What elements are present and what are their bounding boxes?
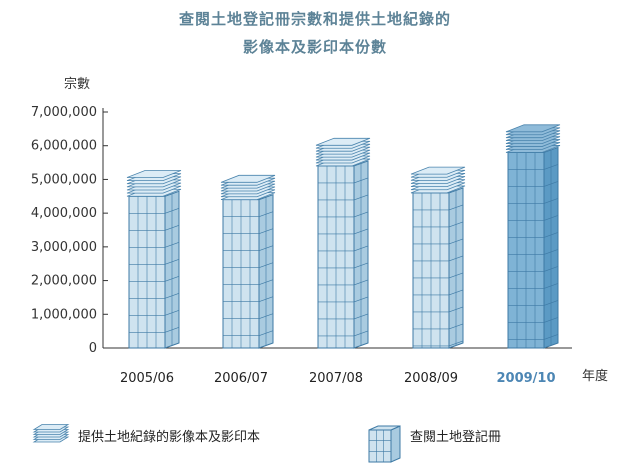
bar-group — [220, 174, 276, 349]
y-tick-label: 1,000,000 — [31, 307, 97, 322]
bar-group — [410, 166, 466, 349]
y-tick-label: 6,000,000 — [31, 139, 97, 154]
chart-title-line2: 影像本及影印本份數 — [242, 38, 387, 56]
y-tick-label: 0 — [89, 341, 97, 356]
paper-sheet — [126, 170, 182, 178]
legend-building-icon — [368, 425, 401, 463]
y-tick-label: 2,000,000 — [31, 274, 97, 289]
paper-sheet — [410, 166, 466, 175]
y-tick-label: 5,000,000 — [31, 172, 97, 187]
bar-group — [315, 137, 371, 349]
building-side — [390, 425, 401, 463]
x-tick-label: 2005/06 — [120, 371, 174, 386]
y-tick-label: 7,000,000 — [31, 105, 97, 120]
x-axis-label: 年度 — [582, 368, 608, 384]
y-axis-label: 宗數 — [64, 76, 90, 92]
paper-sheet — [505, 124, 561, 133]
y-tick-label: 3,000,000 — [31, 240, 97, 255]
x-tick-label: 2006/07 — [214, 371, 268, 386]
paper-sheet — [220, 174, 276, 183]
bar-group — [505, 124, 561, 349]
x-tick-label: 2007/08 — [309, 371, 363, 386]
x-tick-label: 2009/10 — [496, 371, 555, 386]
chart-title-line1: 查閱土地登記冊宗數和提供土地紀錄的 — [178, 10, 451, 28]
y-tick-label: 4,000,000 — [31, 206, 97, 221]
paper-sheet — [32, 424, 70, 430]
bar-group — [126, 170, 182, 349]
legend-building-label: 查閱土地登記冊 — [410, 429, 501, 445]
legend-papers-label: 提供土地紀錄的影像本及影印本 — [78, 429, 260, 445]
building-front — [368, 429, 392, 463]
paper-sheet — [315, 137, 371, 146]
x-tick-label: 2008/09 — [404, 371, 458, 386]
legend-papers-icon — [32, 424, 70, 443]
